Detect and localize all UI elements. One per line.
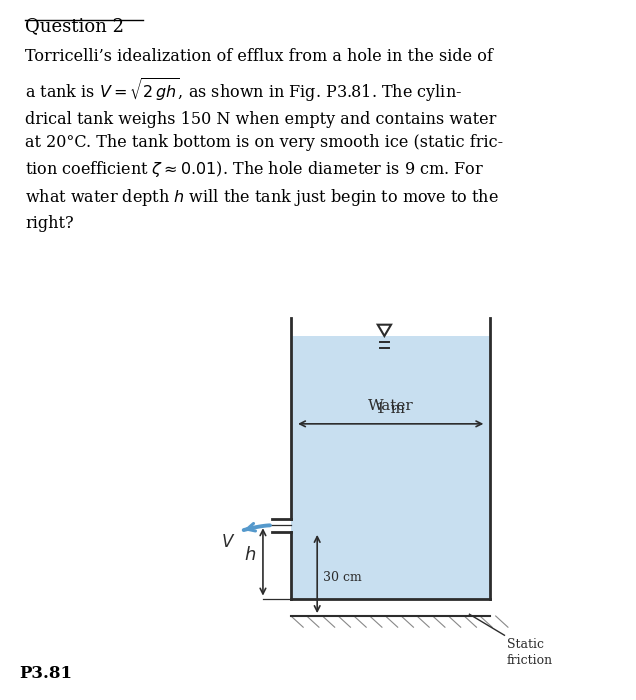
Text: Torricelli’s idealization of efflux from a hole in the side of
a tank is $V = \s: Torricelli’s idealization of efflux from… (25, 48, 504, 232)
Text: 30 cm: 30 cm (324, 571, 363, 584)
Text: P3.81: P3.81 (19, 666, 72, 682)
Text: 1 m: 1 m (376, 402, 405, 416)
Text: Static
friction: Static friction (506, 638, 553, 667)
Text: $h$: $h$ (244, 546, 256, 564)
Bar (291, 336, 490, 598)
Text: Water: Water (368, 399, 413, 413)
Text: Question 2: Question 2 (25, 18, 125, 36)
Text: $V$: $V$ (221, 533, 235, 551)
